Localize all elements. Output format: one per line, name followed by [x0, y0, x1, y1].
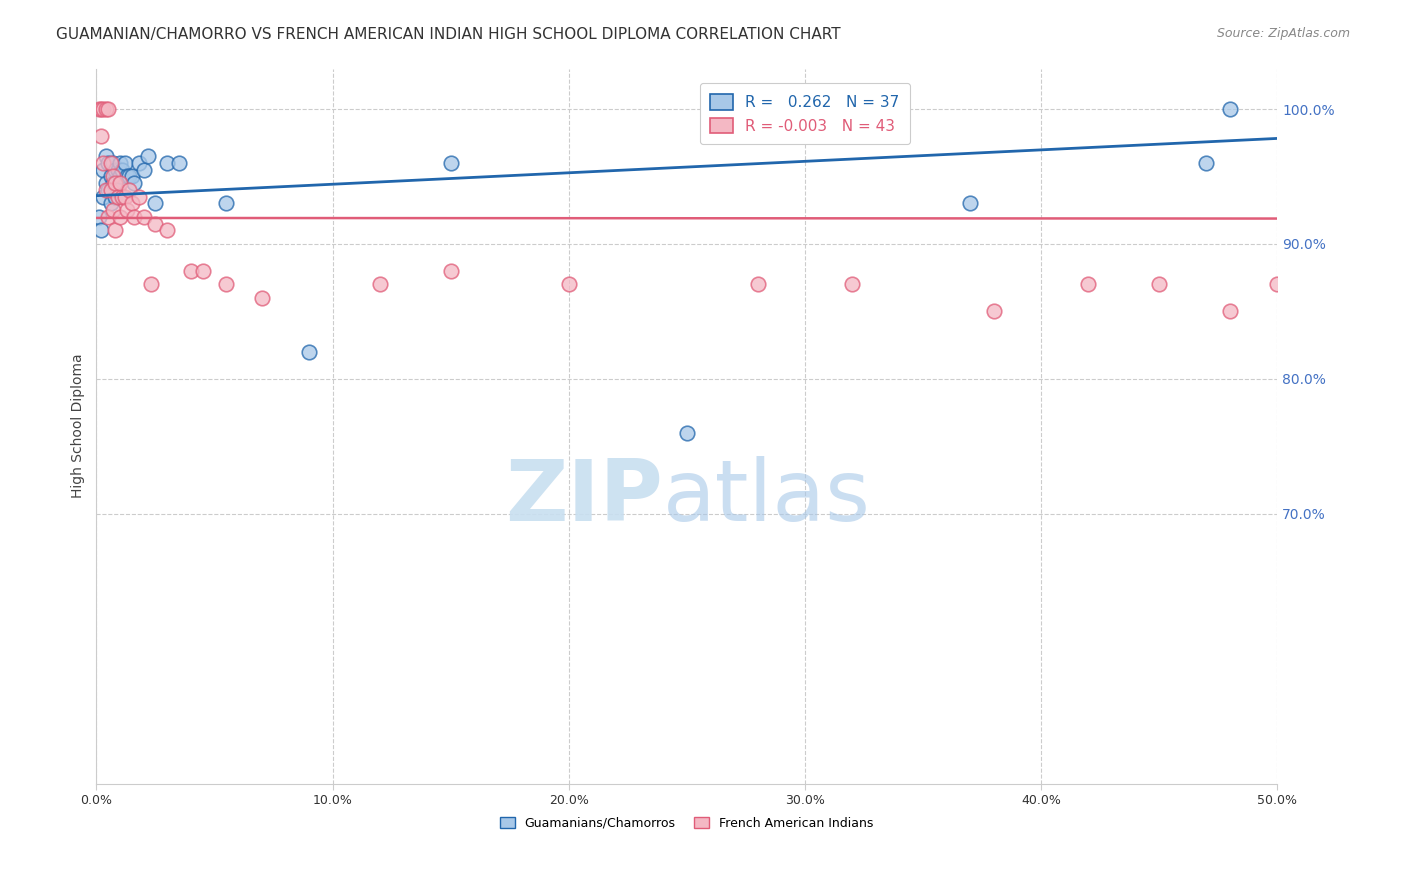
Point: [101, 169, 124, 184]
Point: [100, 169, 122, 184]
Point: [841, 277, 863, 292]
Point: [108, 156, 131, 170]
Legend: Guamanians/Chamorros, French American Indians: Guamanians/Chamorros, French American In…: [495, 812, 879, 835]
Point: [97, 183, 120, 197]
Point: [215, 277, 238, 292]
Point: [145, 217, 167, 231]
Point: [122, 176, 145, 190]
Text: atlas: atlas: [664, 456, 872, 539]
Text: ZIP: ZIP: [505, 456, 664, 539]
Point: [191, 264, 214, 278]
Y-axis label: High School Diploma: High School Diploma: [72, 354, 86, 499]
Point: [128, 190, 150, 204]
Point: [107, 190, 129, 204]
Point: [101, 156, 124, 170]
Point: [90, 102, 112, 116]
Point: [747, 277, 769, 292]
Point: [132, 210, 155, 224]
Point: [104, 176, 127, 190]
Point: [108, 176, 131, 190]
Point: [440, 156, 463, 170]
Text: Source: ZipAtlas.com: Source: ZipAtlas.com: [1216, 27, 1350, 40]
Point: [87, 210, 110, 224]
Point: [167, 156, 190, 170]
Point: [97, 156, 120, 170]
Point: [104, 223, 127, 237]
Point: [250, 291, 273, 305]
Point: [983, 304, 1005, 318]
Point: [114, 190, 136, 204]
Point: [959, 196, 981, 211]
Point: [107, 162, 129, 177]
Point: [1077, 277, 1099, 292]
Point: [93, 156, 115, 170]
Point: [298, 345, 321, 359]
Point: [101, 176, 124, 190]
Point: [97, 210, 120, 224]
Point: [557, 277, 579, 292]
Point: [93, 102, 115, 116]
Point: [122, 210, 145, 224]
Point: [156, 223, 179, 237]
Point: [111, 162, 134, 177]
Point: [100, 196, 122, 211]
Point: [87, 102, 110, 116]
Point: [94, 102, 117, 116]
Point: [108, 169, 131, 184]
Point: [132, 162, 155, 177]
Point: [118, 169, 141, 184]
Point: [215, 196, 238, 211]
Point: [136, 149, 159, 163]
Point: [97, 102, 120, 116]
Point: [121, 196, 143, 211]
Point: [107, 183, 129, 197]
Point: [180, 264, 202, 278]
Point: [440, 264, 463, 278]
Point: [93, 162, 115, 177]
Point: [94, 183, 117, 197]
Point: [108, 210, 131, 224]
Point: [368, 277, 391, 292]
Point: [118, 183, 141, 197]
Point: [100, 156, 122, 170]
Point: [1219, 102, 1241, 116]
Point: [115, 169, 138, 184]
Point: [104, 162, 127, 177]
Point: [90, 223, 112, 237]
Point: [1195, 156, 1218, 170]
Point: [101, 203, 124, 218]
Point: [145, 196, 167, 211]
Point: [104, 190, 127, 204]
Point: [115, 203, 138, 218]
Point: [94, 176, 117, 190]
Point: [156, 156, 179, 170]
Point: [93, 190, 115, 204]
Point: [100, 183, 122, 197]
Point: [121, 169, 143, 184]
Point: [128, 156, 150, 170]
Point: [139, 277, 162, 292]
Point: [1219, 304, 1241, 318]
Point: [111, 190, 134, 204]
Point: [1265, 277, 1288, 292]
Point: [1147, 277, 1170, 292]
Point: [90, 128, 112, 143]
Point: [94, 149, 117, 163]
Point: [675, 425, 697, 440]
Point: [114, 156, 136, 170]
Text: GUAMANIAN/CHAMORRO VS FRENCH AMERICAN INDIAN HIGH SCHOOL DIPLOMA CORRELATION CHA: GUAMANIAN/CHAMORRO VS FRENCH AMERICAN IN…: [56, 27, 841, 42]
